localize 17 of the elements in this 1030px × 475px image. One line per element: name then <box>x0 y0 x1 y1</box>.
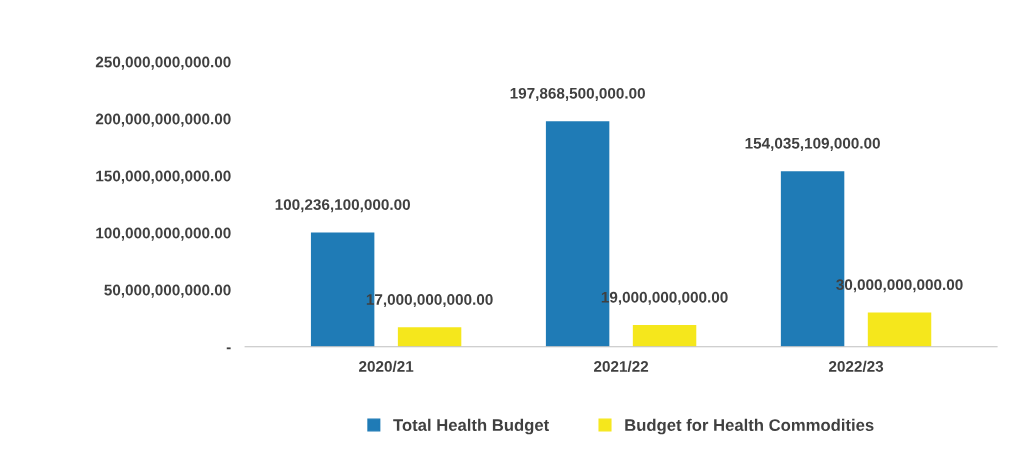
bar <box>397 327 462 347</box>
y-tick-label: 150,000,000,000.00 <box>96 170 231 184</box>
y-tick-label: - <box>226 347 231 350</box>
legend-label: Budget for Health Commodities <box>625 418 874 435</box>
y-tick-label: 200,000,000,000.00 <box>95 113 231 127</box>
data-label: 197,868,500,000.00 <box>510 87 645 101</box>
x-tick-label: 2021/22 <box>594 360 649 373</box>
x-tick-label: 2020/21 <box>359 360 414 373</box>
data-label: 100,236,100,000.00 <box>275 199 410 213</box>
bar <box>632 325 697 347</box>
x-tick-label: 2022/23 <box>828 360 884 373</box>
y-tick-label: 50,000,000,000.00 <box>104 284 231 298</box>
bar <box>867 312 932 347</box>
data-label: 154,035,109,000.00 <box>745 137 880 151</box>
y-tick-label: 250,000,000,000.00 <box>95 56 231 70</box>
y-tick-label: 100,000,000,000.00 <box>96 227 231 241</box>
legend-label: Total Health Budget <box>393 418 549 435</box>
